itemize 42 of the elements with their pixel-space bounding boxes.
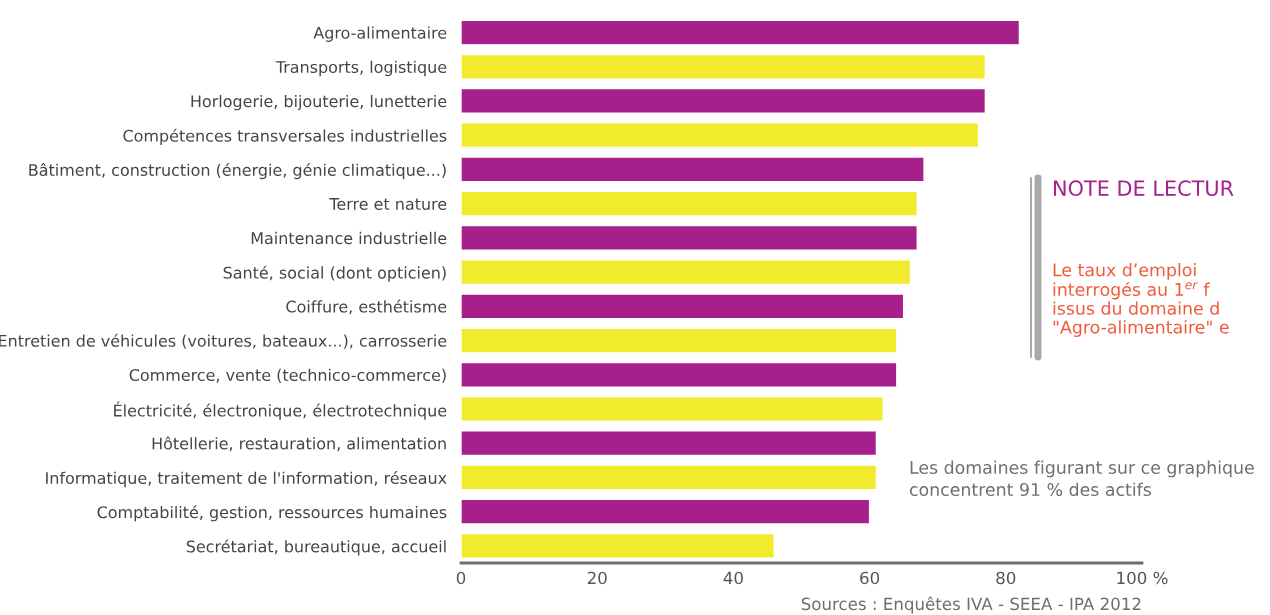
y-tick-label: Santé, social (dont opticien)	[223, 265, 446, 282]
y-tick-label: Bâtiment, construction (énergie, génie climatique...)	[29, 163, 446, 180]
x-tick-label: 20	[587, 571, 607, 585]
bar	[461, 156, 925, 183]
x-tick-label: 60	[860, 571, 880, 585]
bar	[461, 190, 918, 217]
x-tick-label: 80	[996, 571, 1016, 585]
y-tick-label: Transports, logistique	[275, 60, 447, 77]
y-tick-label: Informatique, traitement de l'information, réseaux	[46, 471, 447, 488]
x-tick-label: 40	[723, 571, 743, 585]
bar	[461, 430, 878, 457]
bar	[461, 395, 884, 423]
bar	[461, 53, 987, 80]
y-tick-label: Électricité, électronique, électrotechnique	[114, 401, 447, 420]
x-tick-label: 100 %	[1117, 571, 1168, 585]
y-tick-label: Agro-alimentaire	[313, 26, 447, 42]
bar	[461, 361, 898, 388]
bar	[461, 87, 987, 114]
y-tick-label: Secrétariat, bureautique, accueil	[186, 539, 446, 556]
bar	[461, 122, 980, 149]
y-tick-label: Maintenance industrielle	[251, 231, 447, 245]
y-tick-label: Entretien de véhicules (voitures, bateaux...), carrosserie	[0, 333, 447, 349]
bar	[461, 259, 912, 286]
bar	[461, 498, 871, 525]
y-tick-label: Compétences transversales industrielles	[123, 128, 447, 145]
bar	[461, 464, 878, 491]
annotation: Les domaines figurant sur ce graphique concentrent 91 % des actifs	[909, 460, 1254, 497]
y-tick-label: Hôtellerie, restauration, alimentation	[152, 436, 446, 452]
bar	[461, 327, 898, 354]
bar	[461, 224, 918, 251]
bar	[461, 19, 1021, 46]
y-tick-label: Terre et nature	[329, 198, 447, 210]
y-tick-label: Comptabilité, gestion, ressources humaines	[97, 505, 447, 522]
y-tick-label: Commerce, vente (technico-commerce)	[129, 368, 446, 383]
annotation: NOTE DE LECTUR	[1054, 180, 1234, 197]
bar	[461, 293, 905, 320]
source-note: Sources : Enquêtes IVA - SEEA - IPA 2012	[801, 596, 1141, 614]
y-tick-label: Horlogerie, bijouterie, lunetterie	[191, 94, 447, 111]
annotation: Le taux d’emploi interrogés au 1$^{er}$ f issus du domaine d "Agro-alimentaire" e	[1053, 263, 1229, 337]
bar	[461, 532, 775, 559]
y-tick-label: Coiffure, esthétisme	[286, 299, 447, 315]
x-tick-label: 0	[456, 571, 466, 585]
